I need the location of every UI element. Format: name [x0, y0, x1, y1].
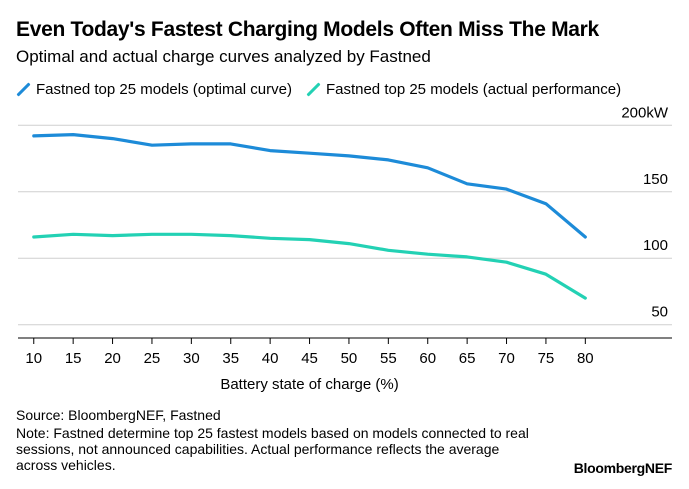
brand-logo: BloombergNEF [573, 460, 673, 476]
x-tick-label-25: 25 [144, 350, 161, 367]
x-tick-label-10: 10 [25, 350, 42, 367]
y-tick-label-100: 100 [643, 237, 668, 254]
legend-item-optimal: Fastned top 25 models (optimal curve) [16, 81, 292, 98]
x-tick-label-55: 55 [380, 350, 397, 367]
chart-title: Even Today's Fastest Charging Models Oft… [16, 18, 599, 41]
chart-subtitle: Optimal and actual charge curves analyze… [16, 47, 431, 66]
legend-label-optimal: Fastned top 25 models (optimal curve) [36, 81, 292, 98]
source-text: Source: BloombergNEF, Fastned [16, 407, 221, 423]
x-tick-label-40: 40 [262, 350, 279, 367]
legend-item-actual: Fastned top 25 models (actual performanc… [306, 81, 621, 98]
x-tick-label-15: 15 [65, 350, 82, 367]
x-tick-label-50: 50 [341, 350, 358, 367]
y-tick-label-50: 50 [651, 304, 668, 321]
x-tick-label-20: 20 [104, 350, 121, 367]
series-line-optimal [32, 133, 587, 239]
x-tick-label-35: 35 [222, 350, 239, 367]
x-axis-title: Battery state of charge (%) [220, 376, 398, 393]
x-tick-label-60: 60 [419, 350, 436, 367]
series-line-actual [32, 232, 587, 300]
x-tick-label-30: 30 [183, 350, 200, 367]
x-tick-label-45: 45 [301, 350, 318, 367]
x-tick-label-65: 65 [459, 350, 476, 367]
x-tick-label-75: 75 [538, 350, 555, 367]
legend-label-actual: Fastned top 25 models (actual performanc… [325, 81, 622, 98]
x-tick-label-70: 70 [498, 350, 515, 367]
x-tick-label-80: 80 [577, 350, 594, 367]
note-text: Note: Fastned determine top 25 fastest m… [16, 425, 529, 473]
y-tick-label-150: 150 [643, 171, 668, 188]
y-tick-label-200: 200kW [621, 104, 669, 121]
legend: Fastned top 25 models (optimal curve) Fa… [16, 81, 621, 98]
